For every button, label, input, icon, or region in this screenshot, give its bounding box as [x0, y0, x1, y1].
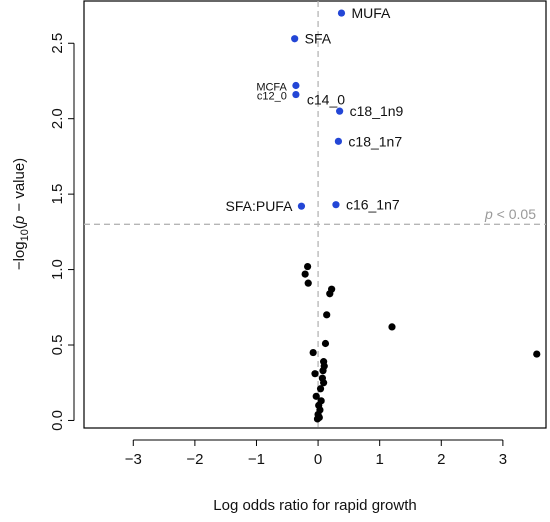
y-tick-label: 0.5	[49, 335, 66, 356]
x-axis-title: Log odds ratio for rapid growth	[213, 497, 416, 514]
point-label: SFA:PUFA	[226, 198, 294, 214]
x-axis: −3 −2 −1 0 1 2 3	[125, 439, 507, 468]
significant-point	[332, 201, 340, 209]
data-point	[312, 392, 320, 400]
x-tick-label: −1	[248, 451, 265, 468]
y-axis-title: −log10(p − value)	[11, 158, 31, 270]
significant-point	[337, 9, 346, 17]
data-point	[319, 367, 327, 375]
significant-point	[334, 137, 343, 145]
x-tick-label: −2	[186, 451, 203, 468]
x-tick-label: 2	[437, 451, 445, 468]
point-label: MUFA	[351, 5, 391, 21]
data-points	[291, 9, 541, 423]
y-tick-label: 2.0	[49, 108, 66, 129]
point-label: c16_1n7	[346, 197, 400, 213]
y-tick-label: 1.0	[49, 259, 66, 280]
significant-point	[292, 81, 300, 90]
data-point	[316, 385, 325, 393]
data-point	[313, 415, 322, 423]
significant-point	[297, 202, 306, 210]
y-tick-label: 2.5	[49, 33, 66, 54]
threshold-label: p < 0.05	[484, 206, 536, 222]
significant-point	[336, 107, 344, 115]
significant-point	[292, 90, 300, 99]
data-point	[304, 262, 312, 271]
data-point	[320, 379, 328, 387]
x-tick-label: 1	[376, 451, 384, 468]
point-label: c12_0	[257, 91, 287, 103]
significant-point	[291, 35, 299, 43]
point-label: c14_0	[307, 92, 345, 108]
y-tick-label: 1.5	[49, 184, 66, 205]
point-label: c18_1n7	[348, 133, 402, 149]
data-point	[301, 270, 309, 278]
x-tick-label: 3	[499, 451, 507, 468]
y-axis: 0.0 0.5 1.0 1.5 2.0 2.5	[49, 33, 75, 431]
data-point	[326, 290, 334, 298]
data-point	[388, 323, 396, 331]
data-point	[309, 348, 317, 357]
reference-lines	[84, 1, 546, 428]
data-point	[311, 370, 319, 378]
data-point	[533, 350, 541, 358]
point-label: SFA	[305, 31, 332, 47]
x-tick-label: −3	[125, 451, 142, 468]
y-tick-label: 0.0	[49, 410, 66, 431]
point-label: MCFA	[256, 81, 287, 93]
x-tick-label: 0	[314, 451, 322, 468]
data-point	[323, 311, 331, 319]
point-label: c18_1n9	[350, 103, 404, 119]
data-point	[321, 339, 330, 348]
data-point	[304, 279, 312, 287]
plot-frame	[83, 0, 547, 429]
